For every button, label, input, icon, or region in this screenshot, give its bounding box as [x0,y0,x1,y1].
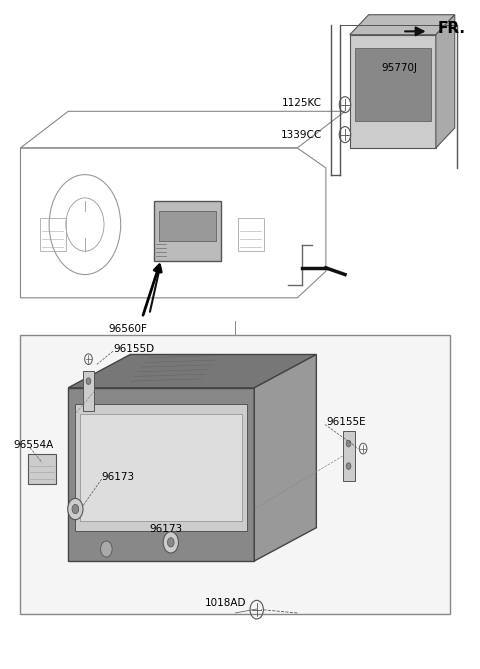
Circle shape [101,541,112,557]
Text: 96155E: 96155E [326,417,366,427]
Bar [343,431,355,481]
Text: 95770J: 95770J [382,63,418,73]
Circle shape [86,378,91,385]
Circle shape [68,498,83,520]
Polygon shape [254,355,316,561]
Text: 1018AD: 1018AD [205,598,246,608]
Bar [159,211,216,242]
Bar [350,35,436,148]
Text: 96155D: 96155D [114,344,155,354]
Bar [80,415,242,521]
Text: 96173: 96173 [149,524,182,535]
Bar [21,334,450,614]
Text: 1125KC: 1125KC [282,98,322,108]
Text: 1339CC: 1339CC [281,130,322,140]
Bar [238,218,264,252]
Circle shape [163,532,179,553]
Text: 96560F: 96560F [108,324,147,334]
Bar [83,371,95,411]
Polygon shape [68,355,316,388]
Bar [75,405,247,531]
Text: 96173: 96173 [102,472,135,482]
Circle shape [346,440,351,447]
Polygon shape [350,15,455,35]
Text: FR.: FR. [438,21,466,35]
Polygon shape [436,15,455,148]
Bar [68,388,254,561]
Bar [39,218,66,252]
Bar [355,48,431,121]
Bar [28,454,56,484]
Circle shape [346,463,351,470]
Text: 96554A: 96554A [13,440,54,450]
Bar [154,201,221,261]
Circle shape [168,538,174,547]
Circle shape [72,504,79,514]
